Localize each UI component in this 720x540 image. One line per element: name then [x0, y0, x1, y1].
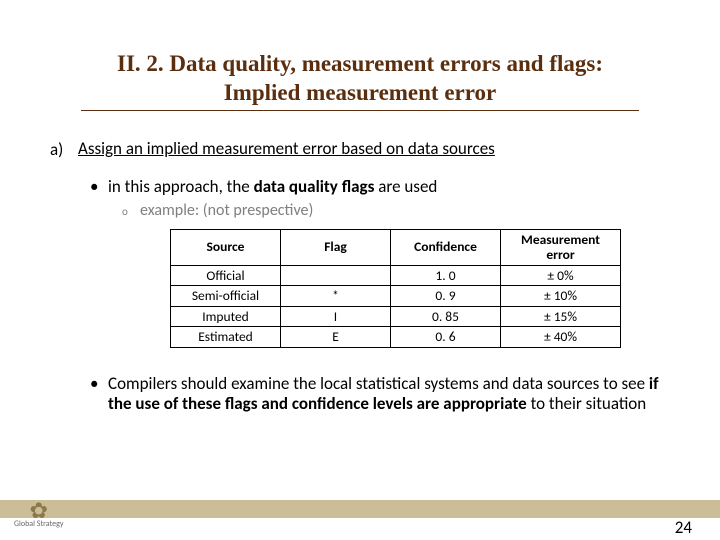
cell: E	[281, 327, 391, 348]
bullet-dot: •	[90, 374, 108, 415]
cell: I	[281, 306, 391, 327]
cell: 0. 9	[391, 286, 501, 307]
title-line1: II. 2. Data quality, measurement errors …	[117, 51, 603, 76]
cell: Estimated	[171, 327, 281, 348]
cell: 1. 0	[391, 265, 501, 286]
cell: ± 10%	[501, 286, 621, 307]
cell: ± 40%	[501, 327, 621, 348]
slide: II. 2. Data quality, measurement errors …	[0, 0, 720, 540]
bullet-example: o example: (not prespective)	[122, 201, 670, 223]
list-marker-a: a)	[50, 139, 78, 160]
bullet-approach-text: in this approach, the data quality flags…	[108, 176, 437, 197]
bullet-dot: •	[90, 176, 108, 197]
list-item-a: a) Assign an implied measurement error b…	[50, 139, 670, 160]
cell: Imputed	[171, 306, 281, 327]
flags-table: Source Flag Confidence Measurement error…	[170, 229, 621, 348]
cell: 0. 85	[391, 306, 501, 327]
cell: *	[281, 286, 391, 307]
bullet1-bold: data quality flags	[254, 176, 375, 197]
logo: ✿ Global Strategy	[14, 502, 63, 528]
bullet-example-text: example: (not prespective)	[140, 201, 313, 223]
cell	[281, 265, 391, 286]
cell: Semi-official	[171, 286, 281, 307]
slide-title: II. 2. Data quality, measurement errors …	[81, 50, 639, 111]
logo-icon: ✿	[14, 502, 63, 520]
table-row: Official 1. 0 ± 0%	[171, 265, 621, 286]
table-row: Semi-official * 0. 9 ± 10%	[171, 286, 621, 307]
cell: 0. 6	[391, 327, 501, 348]
table-header-row: Source Flag Confidence Measurement error	[171, 229, 621, 265]
cell: Official	[171, 265, 281, 286]
page-number: 24	[675, 517, 692, 538]
compilers-post: to their situation	[531, 393, 647, 414]
list-text-a: Assign an implied measurement error base…	[78, 139, 495, 160]
th-flag: Flag	[281, 229, 391, 265]
bullet1-pre: in this approach, the	[108, 176, 254, 197]
logo-text: Global Strategy	[14, 520, 63, 528]
th-source: Source	[171, 229, 281, 265]
th-confidence: Confidence	[391, 229, 501, 265]
bullet-compilers-text: Compilers should examine the local stati…	[108, 374, 660, 415]
slide-body: a) Assign an implied measurement error b…	[50, 139, 670, 415]
table-row: Imputed I 0. 85 ± 15%	[171, 306, 621, 327]
th-measurement-error: Measurement error	[501, 229, 621, 265]
compilers-pre: Compilers should examine the local stati…	[108, 373, 649, 394]
bullet-compilers: • Compilers should examine the local sta…	[90, 374, 670, 415]
cell: ± 0%	[501, 265, 621, 286]
bullet1-post: are used	[374, 176, 437, 197]
bullet-approach: • in this approach, the data quality fla…	[90, 176, 670, 197]
title-line2: Implied measurement error	[224, 80, 497, 105]
subbullet-dot: o	[122, 201, 140, 223]
footer-band	[0, 500, 720, 518]
cell: ± 15%	[501, 306, 621, 327]
table-row: Estimated E 0. 6 ± 40%	[171, 327, 621, 348]
